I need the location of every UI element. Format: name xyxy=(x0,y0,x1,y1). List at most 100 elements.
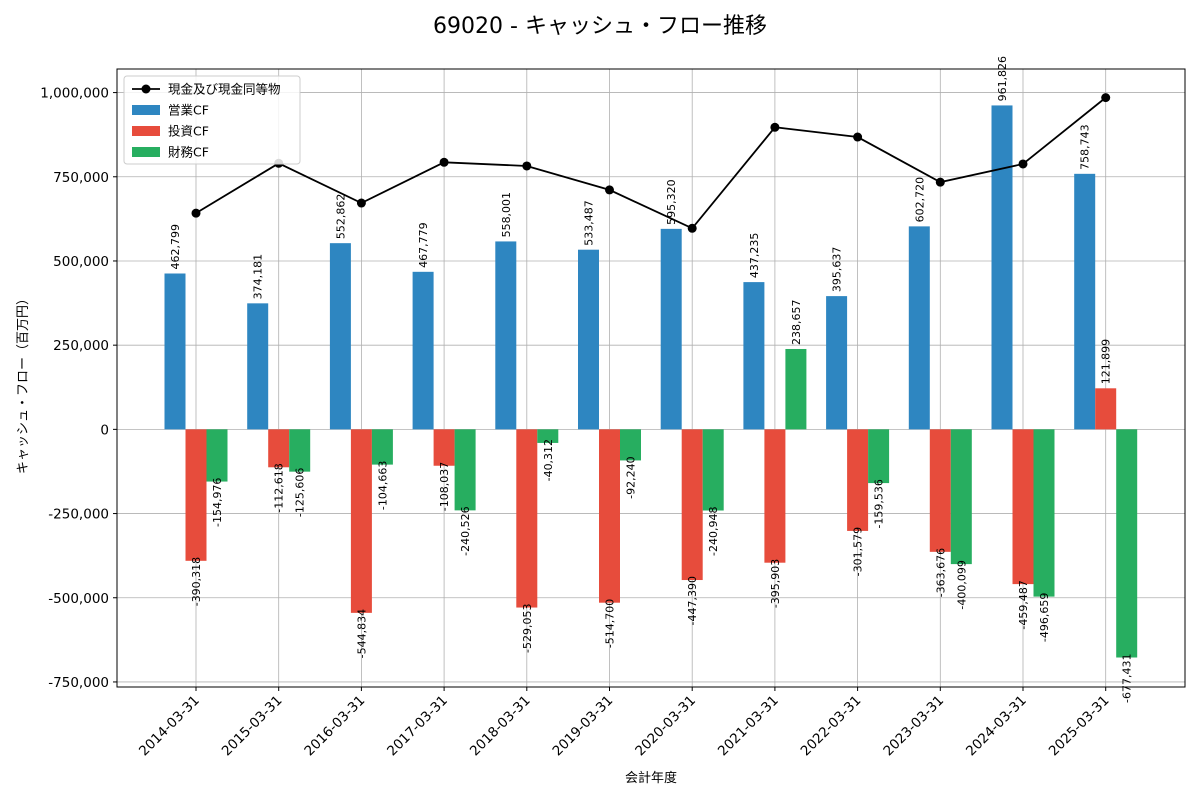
bar-value-label: -544,834 xyxy=(355,609,368,658)
bar xyxy=(929,429,951,552)
bar-value-label: -395,903 xyxy=(769,559,782,608)
bar xyxy=(1095,388,1117,430)
legend-label: 投資CF xyxy=(168,124,209,139)
y-axis-label: キャッシュ・フロー（百万円） xyxy=(16,292,31,474)
bar-value-label: -363,676 xyxy=(934,548,947,597)
bar-value-label: -125,606 xyxy=(294,468,307,517)
cash-line-point xyxy=(522,161,532,171)
bar xyxy=(702,429,724,511)
bar xyxy=(743,282,765,430)
cash-line-point xyxy=(605,185,614,195)
cash-line-point xyxy=(191,208,201,218)
cash-line-point xyxy=(770,122,780,132)
bar xyxy=(1074,173,1096,430)
bar xyxy=(206,429,228,482)
bar xyxy=(578,249,599,430)
legend-bar-swatch xyxy=(132,105,160,115)
y-tick-label: -750,000 xyxy=(48,675,109,691)
bars xyxy=(164,105,1138,658)
bar-value-label: -112,618 xyxy=(273,463,286,512)
bar-value-label: -154,976 xyxy=(211,478,224,527)
cash-line-point xyxy=(1101,93,1111,103)
bar xyxy=(868,429,890,484)
bar-value-label: -92,240 xyxy=(625,456,638,498)
legend-bar-swatch xyxy=(132,126,160,136)
legend-label: 営業CF xyxy=(168,103,209,118)
bar-value-label: 121,899 xyxy=(1100,339,1113,385)
bar-value-label: -390,318 xyxy=(190,557,203,606)
bar-value-label: -496,659 xyxy=(1038,593,1051,642)
bar xyxy=(1033,429,1055,597)
bar-value-label: 395,637 xyxy=(831,247,844,293)
bar-value-label: -240,948 xyxy=(707,507,720,556)
cash-line-point xyxy=(935,177,945,187)
bar-value-label: -104,663 xyxy=(376,461,389,510)
y-tick-label: 250,000 xyxy=(53,338,109,354)
bar xyxy=(660,228,682,430)
y-axis-ticks: -750,000 -500,000 -250,000 0 250,000 500,000 7… xyxy=(40,86,117,691)
bar-value-label: -459,487 xyxy=(1017,580,1030,629)
y-tick-label: -250,000 xyxy=(48,507,109,523)
cash-line-point xyxy=(853,132,863,142)
y-tick-label: 750,000 xyxy=(53,170,109,186)
bar xyxy=(537,429,559,443)
y-tick-label: -500,000 xyxy=(48,591,109,607)
bar-value-label: 961,826 xyxy=(996,56,1009,102)
cash-line-point xyxy=(687,223,697,233)
bar-value-label: 437,235 xyxy=(748,233,761,279)
y-tick-label: 1,000,000 xyxy=(40,86,109,102)
bar xyxy=(1012,429,1034,585)
plot-frame xyxy=(116,68,1186,688)
bar-value-label: -677,431 xyxy=(1121,654,1134,703)
bar xyxy=(847,429,869,531)
bar xyxy=(329,243,351,430)
bar xyxy=(620,429,641,461)
cash-line-point xyxy=(1018,159,1028,169)
bar xyxy=(412,271,434,430)
bar xyxy=(164,273,186,430)
bar xyxy=(991,105,1013,430)
bar-value-label: 552,862 xyxy=(334,194,347,240)
bar xyxy=(764,429,786,563)
legend-marker-swatch xyxy=(141,84,151,94)
bar-value-label: -301,579 xyxy=(852,527,865,576)
cash-line-point xyxy=(439,157,449,167)
bar xyxy=(516,429,538,608)
bar-value-label: 558,001 xyxy=(500,192,513,238)
legend-label: 財務CF xyxy=(168,145,209,160)
x-axis-label: 会計年度 xyxy=(625,770,677,786)
bar-labels: 462,799 374,181 552,862 467,779 558,001 533,4… xyxy=(169,56,1134,703)
bar-value-label: 595,320 xyxy=(665,179,678,225)
bar-value-label: 462,799 xyxy=(169,224,182,270)
bar-value-label: 238,657 xyxy=(790,299,803,345)
bar-value-label: -40,312 xyxy=(542,439,555,481)
bar xyxy=(495,241,517,430)
y-tick-label: 500,000 xyxy=(53,254,109,270)
bar xyxy=(268,429,290,468)
bar xyxy=(289,429,311,472)
legend-label: 現金及び現金同等物 xyxy=(168,82,281,97)
bar xyxy=(433,429,455,466)
bar xyxy=(454,429,476,511)
cash-line-point xyxy=(356,198,366,208)
bar xyxy=(371,429,393,465)
bar-value-label: -400,099 xyxy=(955,560,968,609)
bar-value-label: 758,743 xyxy=(1079,124,1092,170)
bar-value-label: -529,053 xyxy=(521,604,534,653)
legend-box xyxy=(123,75,301,165)
cash-line-path xyxy=(195,96,1107,230)
bar-value-label: -447,390 xyxy=(686,576,699,625)
bar xyxy=(826,296,848,430)
bar-value-label: 533,487 xyxy=(583,200,596,246)
bar xyxy=(185,429,207,561)
bar-value-label: 374,181 xyxy=(252,254,265,300)
bar-value-label: -514,700 xyxy=(604,599,617,648)
bar-value-label: 602,720 xyxy=(913,177,926,223)
bar xyxy=(1116,429,1138,658)
chart-title: 69020 - キャッシュ・フロー推移 xyxy=(433,14,767,39)
bar xyxy=(247,303,269,430)
bar xyxy=(350,429,372,613)
cash-line xyxy=(191,93,1111,233)
bar-value-label: 467,779 xyxy=(417,222,430,268)
